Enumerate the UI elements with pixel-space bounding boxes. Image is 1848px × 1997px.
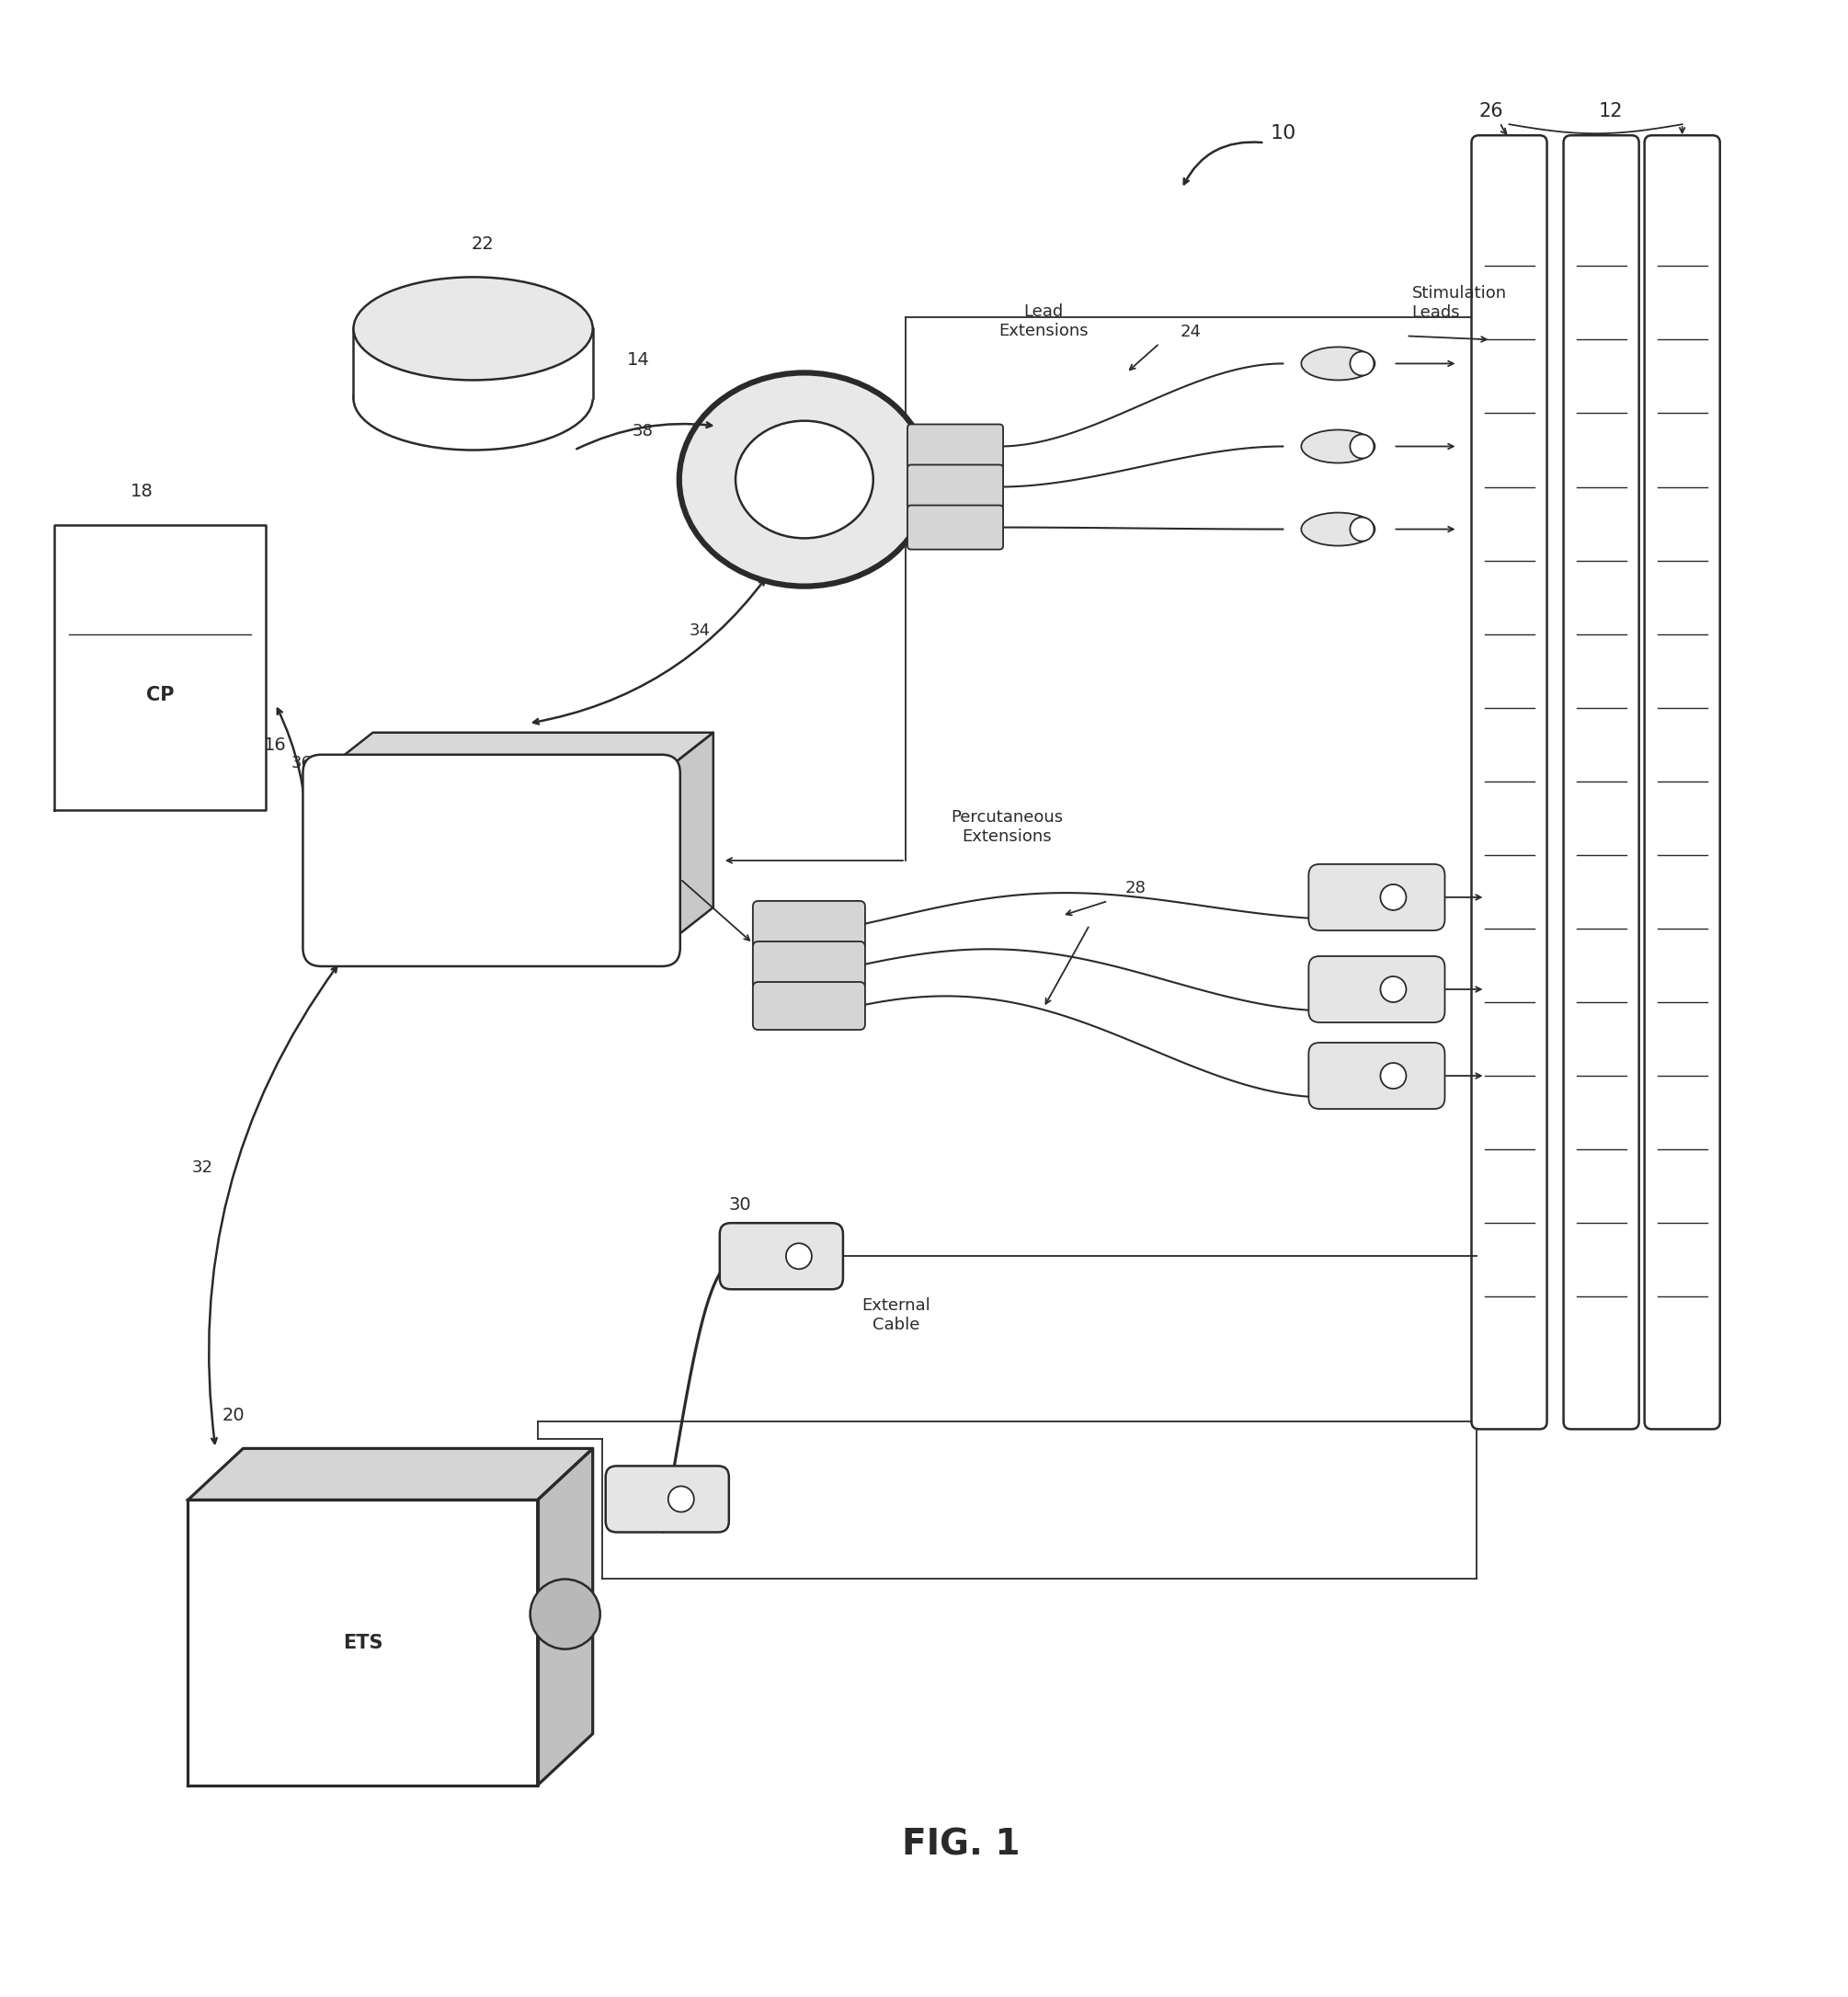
- Polygon shape: [188, 1500, 538, 1785]
- FancyBboxPatch shape: [1308, 1042, 1445, 1108]
- Polygon shape: [538, 1448, 593, 1785]
- FancyBboxPatch shape: [1471, 136, 1547, 1430]
- Text: Percutaneous
Extensions: Percutaneous Extensions: [950, 809, 1063, 845]
- Ellipse shape: [736, 421, 874, 539]
- Text: Lead
Extensions: Lead Extensions: [998, 304, 1088, 339]
- FancyBboxPatch shape: [907, 505, 1003, 549]
- FancyBboxPatch shape: [1563, 136, 1639, 1430]
- Text: ETS: ETS: [342, 1634, 383, 1652]
- Ellipse shape: [1351, 517, 1373, 541]
- Text: 12: 12: [1599, 102, 1623, 120]
- Text: 20: 20: [222, 1406, 246, 1424]
- Ellipse shape: [1301, 429, 1375, 463]
- FancyBboxPatch shape: [752, 941, 865, 989]
- FancyBboxPatch shape: [907, 465, 1003, 509]
- Text: 16: 16: [264, 737, 286, 755]
- Text: 24: 24: [1181, 324, 1201, 341]
- Polygon shape: [662, 733, 713, 949]
- Text: 14: 14: [626, 351, 650, 369]
- Text: Stimulation
Leads: Stimulation Leads: [1412, 286, 1506, 322]
- Text: 36: 36: [292, 755, 312, 771]
- Text: 26: 26: [1478, 102, 1502, 120]
- Polygon shape: [322, 733, 713, 773]
- Ellipse shape: [669, 1486, 695, 1512]
- FancyBboxPatch shape: [303, 755, 680, 967]
- Text: IPG: IPG: [787, 471, 822, 487]
- Ellipse shape: [1380, 1062, 1406, 1088]
- Text: 34: 34: [689, 623, 710, 639]
- FancyBboxPatch shape: [1645, 136, 1720, 1430]
- Text: 22: 22: [471, 236, 493, 254]
- Text: RC: RC: [477, 851, 506, 869]
- FancyBboxPatch shape: [752, 901, 865, 949]
- FancyBboxPatch shape: [606, 1466, 728, 1532]
- Text: 28: 28: [1125, 881, 1146, 897]
- Ellipse shape: [353, 278, 593, 379]
- Polygon shape: [54, 525, 266, 811]
- Polygon shape: [188, 1448, 593, 1500]
- Polygon shape: [353, 330, 593, 399]
- Ellipse shape: [1351, 435, 1373, 459]
- Ellipse shape: [1380, 977, 1406, 1002]
- Text: 10: 10: [1270, 124, 1295, 142]
- Ellipse shape: [680, 373, 930, 587]
- Text: 30: 30: [728, 1196, 752, 1214]
- Ellipse shape: [785, 1244, 811, 1268]
- Text: FIG. 1: FIG. 1: [902, 1827, 1020, 1863]
- FancyBboxPatch shape: [719, 1222, 843, 1290]
- Ellipse shape: [530, 1580, 601, 1650]
- Text: Charger: Charger: [440, 355, 506, 371]
- Ellipse shape: [353, 347, 593, 449]
- Ellipse shape: [1380, 885, 1406, 911]
- Text: 32: 32: [192, 1160, 213, 1176]
- FancyBboxPatch shape: [907, 423, 1003, 469]
- Text: 18: 18: [131, 483, 153, 499]
- Text: CP: CP: [146, 685, 174, 705]
- Ellipse shape: [1351, 351, 1373, 375]
- Text: External
Cable: External Cable: [861, 1298, 931, 1332]
- FancyBboxPatch shape: [1308, 865, 1445, 931]
- Text: 38: 38: [632, 423, 652, 439]
- FancyBboxPatch shape: [1308, 957, 1445, 1022]
- FancyBboxPatch shape: [752, 983, 865, 1030]
- Ellipse shape: [1301, 513, 1375, 545]
- Ellipse shape: [1301, 347, 1375, 379]
